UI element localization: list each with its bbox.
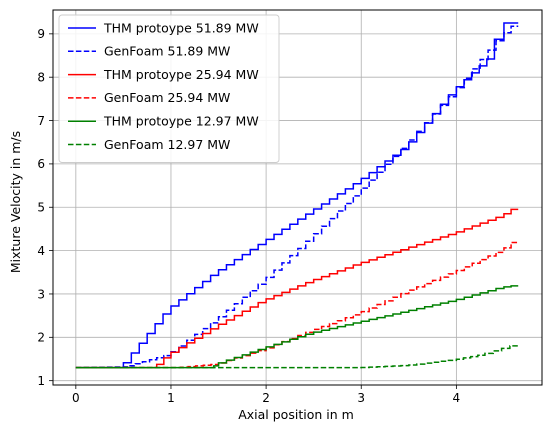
series-line-0	[75, 22, 519, 369]
y-tick-label: 1	[37, 374, 45, 388]
x-tick-label: 2	[262, 391, 270, 405]
series-line-2	[75, 208, 519, 369]
y-axis-label: Mixture Velocity in m/s	[8, 131, 23, 273]
y-tick-label: 4	[37, 244, 45, 258]
x-tick-label: 1	[167, 391, 175, 405]
x-tick-label: 3	[357, 391, 365, 405]
legend-label-3: GenFoam 25.94 MW	[104, 90, 230, 105]
series-line-4	[75, 285, 519, 369]
series-line-1	[75, 25, 519, 369]
y-tick-label: 6	[37, 157, 45, 171]
y-tick-label: 9	[37, 27, 45, 41]
y-tick-label: 7	[37, 114, 45, 128]
x-tick-label: 4	[453, 391, 461, 405]
x-tick-label: 0	[72, 391, 80, 405]
legend-label-5: GenFoam 12.97 MW	[104, 137, 230, 152]
legend-label-0: THM protoype 51.89 MW	[103, 20, 259, 35]
series-line-3	[75, 241, 519, 369]
legend-label-1: GenFoam 51.89 MW	[104, 44, 230, 59]
y-tick-label: 5	[37, 201, 45, 215]
y-tick-label: 8	[37, 70, 45, 84]
x-axis-label: Axial position in m	[238, 407, 354, 422]
legend-label-4: THM protoype 12.97 MW	[103, 114, 259, 129]
legend-box	[58, 14, 280, 163]
legend: THM protoype 51.89 MW GenFoam 51.89 MW THM…	[58, 14, 280, 163]
legend-label-2: THM protoype 25.94 MW	[103, 67, 259, 82]
plot-area-frame	[52, 9, 543, 386]
axis-ticks: 0 1 2 3 4 1 2 3 4 5 6 7 8 9	[37, 27, 460, 405]
y-tick-label: 2	[37, 331, 45, 345]
series-lines	[75, 22, 519, 369]
y-tick-label: 3	[37, 287, 45, 301]
series-line-5	[75, 345, 519, 369]
